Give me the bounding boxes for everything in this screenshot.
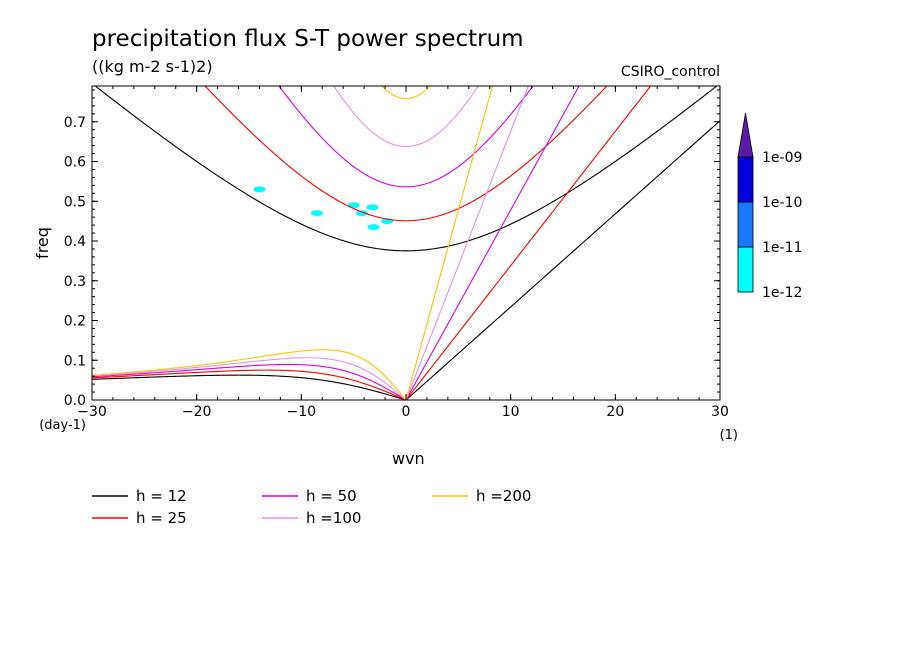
x-tick-label: 30 (711, 404, 729, 420)
tick-group (91, 86, 721, 401)
spectral-patch (366, 204, 379, 211)
spectral-patch (347, 202, 360, 209)
legend-label: h =100 (306, 509, 361, 527)
rossby-wave-curve (92, 369, 407, 400)
legend-label: h = 12 (136, 487, 187, 505)
y-tick-label: 0.3 (64, 274, 86, 290)
tick-label-group: −30 −20 −10 0 10 20 30 0.0 0.1 0.2 0.3 0.4 0.5 0.6 0.7 (64, 115, 729, 420)
colorbar-label: 1e-11 (762, 240, 802, 256)
x-tick-label: −20 (182, 404, 212, 420)
rossby-wave-curve (92, 374, 407, 400)
x-axis-label: wvn (392, 449, 425, 468)
colorbar-segment (737, 246, 754, 293)
y-tick-label: 0.2 (64, 314, 86, 330)
y-tick-label: 0.7 (64, 115, 86, 131)
colorbar-segment (737, 201, 754, 248)
inertia-gravity-wave-curve (204, 86, 608, 222)
rossby-wave-curve (92, 357, 407, 400)
chart-subtitle: ((kg m-2 s-1)2) (92, 57, 213, 76)
rossby-wave-curve (92, 349, 407, 400)
y-tick-label: 0.5 (64, 194, 86, 210)
spectral-patch (367, 224, 380, 231)
x-tick-label: 20 (606, 404, 624, 420)
inertia-gravity-wave-curve (381, 86, 431, 100)
spectral-patch (356, 210, 369, 217)
shaded-region-group (253, 186, 394, 231)
x-tick-label: 10 (502, 404, 520, 420)
rossby-wave-curve (92, 363, 407, 400)
y-tick-label: 0.6 (64, 155, 86, 171)
x-unit-label: (1) (720, 428, 738, 443)
y-tick-label: 0.0 (64, 393, 86, 409)
colorbar-label: 1e-09 (762, 150, 802, 166)
y-tick-label: 0.1 (64, 353, 86, 369)
legend-label: h = 25 (136, 509, 187, 527)
y-tick-label: 0.4 (64, 234, 86, 250)
y-axis-label: freq (33, 227, 52, 259)
spectral-patch (311, 210, 324, 217)
spectral-patch (253, 186, 266, 193)
kelvin-wave-curve (405, 86, 652, 400)
kelvin-wave-curve (405, 86, 580, 400)
plot-frame (91, 85, 721, 401)
x-tick-label: 0 (402, 404, 411, 420)
legend-label: h =200 (476, 487, 531, 505)
colorbar-label: 1e-10 (762, 195, 802, 211)
kelvin-wave-curve (405, 86, 529, 400)
legend: h = 12 h = 25 h = 50 h =100 h =200 (92, 487, 531, 527)
inertia-gravity-wave-curve (94, 86, 718, 252)
colorbar: 1e-12 1e-11 1e-10 1e-09 (737, 112, 802, 301)
colorbar-triangle (737, 112, 754, 158)
y-unit-label: (day-1) (39, 418, 86, 433)
kelvin-wave-curve (405, 86, 494, 400)
colorbar-label: 1e-12 (762, 285, 802, 301)
colorbar-segment (737, 156, 754, 203)
inertia-gravity-wave-curve (278, 86, 534, 188)
legend-label: h = 50 (306, 487, 357, 505)
chart-title: precipitation flux S-T power spectrum (92, 26, 524, 52)
dispersion-curve-group (92, 86, 720, 400)
kelvin-wave-curve (405, 120, 720, 400)
x-tick-label: −10 (287, 404, 317, 420)
model-label: CSIRO_control (621, 64, 720, 80)
inertia-gravity-wave-curve (333, 86, 479, 148)
x-tick-label: −30 (77, 404, 107, 420)
